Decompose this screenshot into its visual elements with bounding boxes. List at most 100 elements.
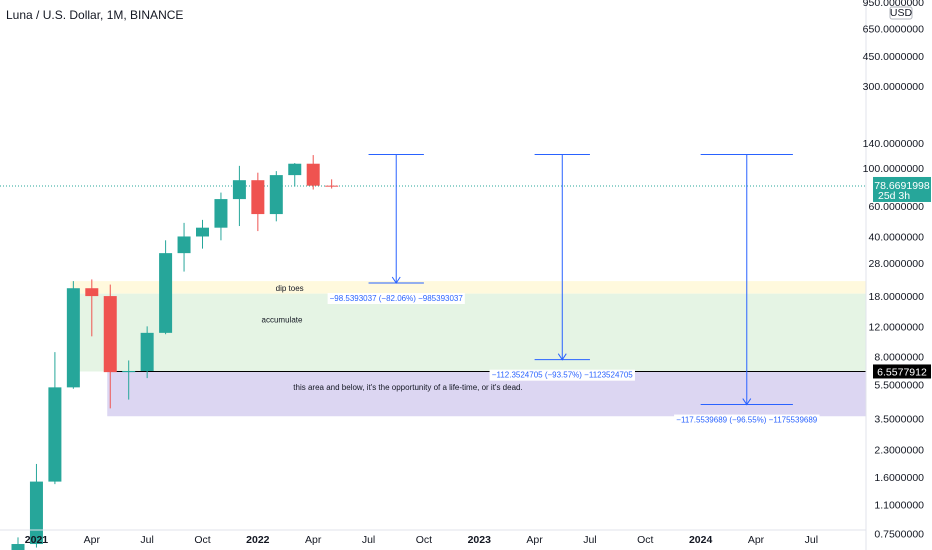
x-tick-label: Jul	[805, 534, 818, 546]
x-tick-label: Apr	[526, 534, 543, 546]
candle-body	[177, 236, 191, 254]
candle-body	[214, 199, 228, 228]
y-tick-label: 3.5000000	[874, 413, 924, 425]
y-axis-bg	[866, 0, 932, 550]
candle-2021-07[interactable]	[140, 326, 154, 379]
candle-countdown: 25d 3h	[878, 190, 910, 202]
x-tick-label: Jul	[583, 534, 596, 546]
candle-body	[85, 288, 99, 297]
x-tick-label: Oct	[194, 534, 210, 546]
y-tick-label: 0.7500000	[874, 528, 924, 540]
measure-label: −112.3524705 (−93.57%) −1123524705	[492, 371, 633, 380]
y-tick-label: 1.1000000	[874, 500, 924, 512]
candle-body	[103, 296, 117, 373]
zone-label-2: accumulate	[262, 315, 303, 324]
candle-body	[122, 370, 136, 373]
measurement-1[interactable]: −98.5393037 (−82.06%) −985393037	[327, 153, 465, 304]
measure-label-bg	[674, 414, 820, 426]
x-tick-label: Oct	[637, 534, 653, 546]
x-tick-label: Apr	[748, 534, 765, 546]
measurement-2[interactable]: −112.3524705 (−93.57%) −1123524705	[489, 153, 635, 381]
y-tick-label: 5.5000000	[874, 380, 924, 392]
candle-2021-10[interactable]	[196, 219, 209, 249]
candle-2021-01[interactable]	[29, 463, 43, 548]
zone-label-3: this area and below, it's the opportunit…	[293, 383, 522, 392]
currency-label[interactable]: USD	[890, 7, 913, 19]
candle-body	[288, 163, 302, 176]
candle-2021-02[interactable]	[48, 352, 62, 485]
candle-2021-08[interactable]	[159, 240, 173, 335]
y-tick-label: 12.0000000	[869, 321, 925, 333]
x-tick-label: 2021	[25, 534, 49, 546]
measure-label: −117.5539689 (−96.55%) −1175539689	[676, 416, 817, 425]
x-tick-label: Apr	[84, 534, 101, 546]
candle-2022-05[interactable]	[325, 179, 339, 189]
y-tick-label: 450.0000000	[863, 51, 924, 63]
candle-2021-04[interactable]	[85, 279, 99, 337]
zones-layer	[70, 281, 867, 417]
support-price-badge[interactable]: 6.5577912	[873, 364, 931, 379]
price-lines-layer	[0, 185, 866, 372]
x-tick-label: Oct	[416, 534, 432, 546]
zone-1[interactable]	[70, 281, 867, 294]
symbol-title[interactable]: Luna / U.S. Dollar, 1M, BINANCE	[6, 8, 184, 22]
measurement-3[interactable]: −117.5539689 (−96.55%) −1175539689	[674, 153, 820, 426]
y-tick-label: 40.0000000	[869, 231, 925, 243]
candle-2021-11[interactable]	[214, 192, 228, 241]
currency-box[interactable]	[889, 6, 913, 20]
candle-2021-09[interactable]	[177, 222, 191, 272]
candle-2022-03[interactable]	[288, 163, 302, 187]
y-tick-label: 300.0000000	[863, 81, 924, 93]
candles-layer	[11, 155, 339, 550]
candle-body	[306, 163, 320, 186]
support-price-badge-bg	[873, 364, 931, 379]
support-price-value: 6.5577912	[877, 366, 927, 378]
y-tick-label: 8.0000000	[874, 352, 924, 364]
x-tick-label: Jul	[362, 534, 375, 546]
candle-2021-06[interactable]	[122, 360, 136, 400]
measurements-layer: −98.5393037 (−82.06%) −985393037 −112.352…	[327, 153, 820, 426]
measure-label-bg	[489, 369, 635, 381]
candle-body	[29, 481, 43, 545]
measure-label-bg	[327, 292, 465, 304]
candle-body	[325, 185, 339, 187]
y-tick-label: 950.0000000	[863, 0, 924, 9]
x-tick-label: 2022	[246, 534, 270, 546]
zone-label-1: dip toes	[276, 284, 304, 293]
current-price-badge-bg	[873, 176, 931, 202]
candle-body	[11, 544, 25, 550]
candle-body	[251, 180, 265, 215]
measure-arrow-icon	[557, 353, 567, 361]
candle-body	[48, 387, 62, 482]
measure-arrow-icon	[391, 276, 401, 284]
y-tick-label: 1.6000000	[874, 472, 924, 484]
y-tick-label: 650.0000000	[863, 23, 924, 35]
candle-2022-02[interactable]	[269, 171, 283, 222]
candle-2021-03[interactable]	[66, 281, 80, 389]
current-price-value: 78.6691998	[874, 180, 930, 192]
y-tick-label: 60.0000000	[869, 201, 925, 213]
candle-2022-01[interactable]	[251, 172, 265, 232]
y-tick-label: 100.0000000	[863, 163, 924, 175]
candle-body	[66, 288, 80, 388]
annotations-layer: dip toes accumulate this area and below, i…	[262, 284, 523, 392]
candle-body	[159, 253, 173, 333]
x-axis[interactable]: 2021 Apr Jul Oct 2022 Apr Jul Oct 2023 Apr Jul Oct 2…	[0, 529, 866, 546]
measure-arrow-icon	[742, 398, 752, 406]
candle-2022-04[interactable]	[306, 155, 320, 190]
candle-2021-12[interactable]	[232, 165, 246, 227]
candle-body	[269, 175, 283, 215]
measure-label: −98.5393037 (−82.06%) −985393037	[330, 294, 464, 303]
x-tick-label: Apr	[305, 534, 322, 546]
zone-2[interactable]	[70, 293, 867, 372]
candle-2020-12[interactable]	[11, 537, 25, 550]
candle-2021-05[interactable]	[103, 284, 117, 409]
y-tick-label: 28.0000000	[869, 258, 925, 270]
candle-body	[232, 180, 246, 200]
x-tick-label: 2024	[689, 534, 713, 546]
zone-3[interactable]	[107, 371, 866, 417]
candle-body	[196, 227, 209, 237]
